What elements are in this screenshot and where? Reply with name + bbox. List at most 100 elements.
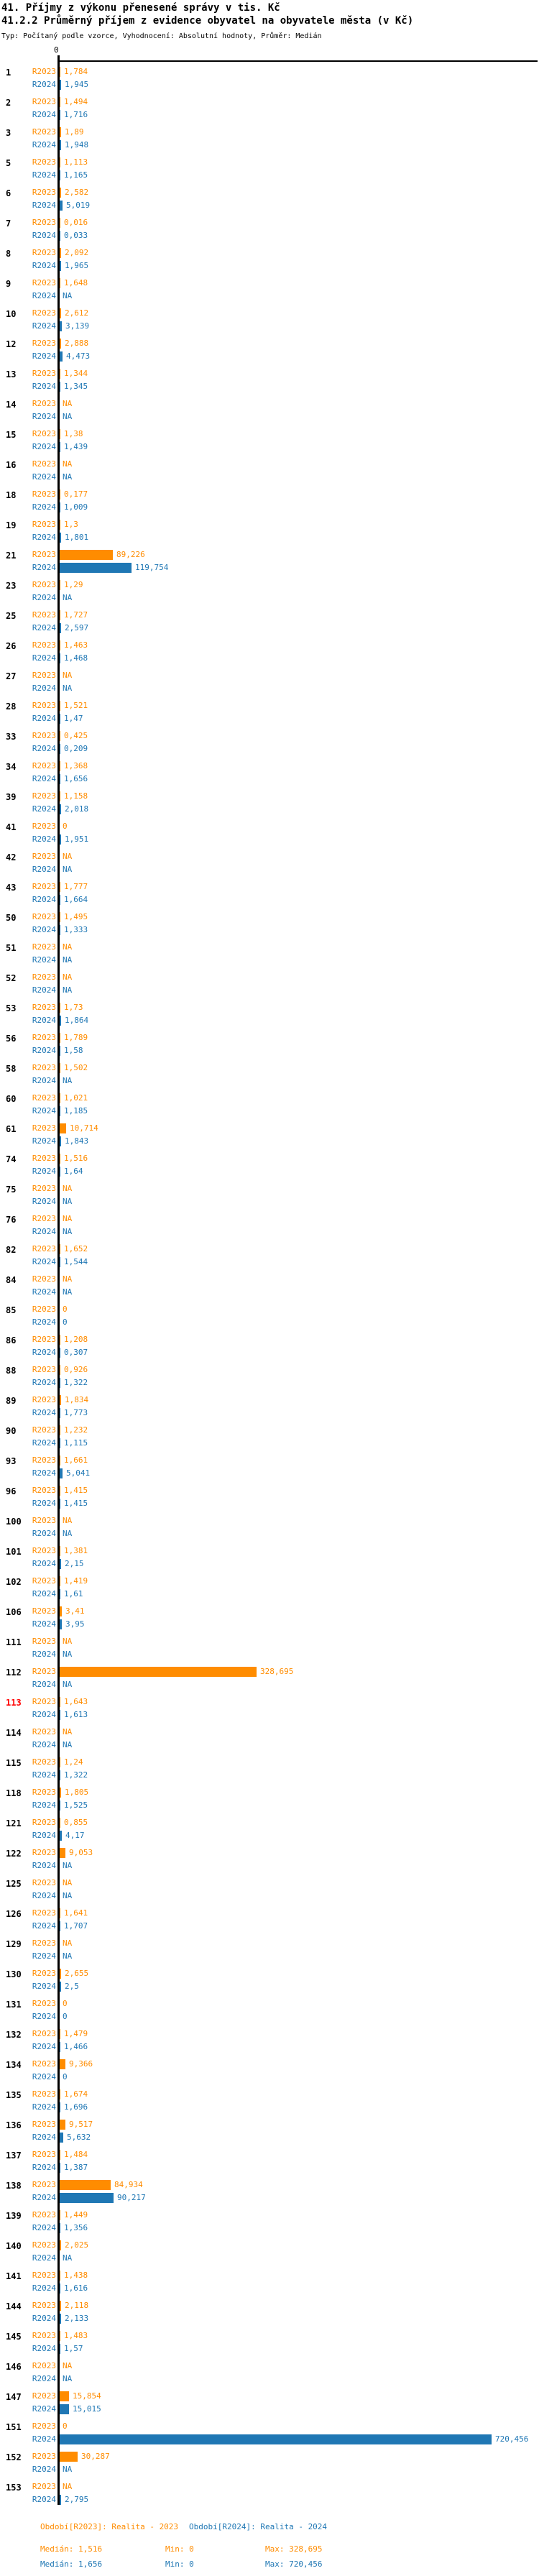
series-row-r2024: R2024 NA — [0, 955, 539, 965]
series-row-r2024: R2024 NA — [0, 1287, 539, 1297]
series-label-r2024: R2024 — [32, 1891, 56, 1900]
bar-r2024 — [60, 1619, 62, 1629]
series-label-r2023: R2023 — [32, 1305, 56, 1314]
series-label-r2023: R2023 — [32, 1818, 56, 1827]
value-label-r2023: 30,287 — [81, 2452, 110, 2461]
row-id-label: 33 — [6, 732, 17, 742]
bar-r2024 — [60, 1136, 61, 1146]
chart-row: 14 R2023 NA R2024 NA — [0, 399, 539, 422]
value-label-r2024: 1,544 — [64, 1257, 88, 1266]
series-label-r2024: R2024 — [32, 321, 56, 331]
series-label-r2024: R2024 — [32, 2223, 56, 2232]
value-label-r2024: 2,795 — [65, 2495, 89, 2504]
row-id-label: 13 — [6, 369, 17, 380]
value-label-r2023: 1,438 — [64, 2271, 88, 2280]
series-row-r2023: R2023 NA — [0, 2361, 539, 2371]
series-row-r2023: R2023 2,025 — [0, 2240, 539, 2250]
value-label-r2023: 2,582 — [65, 188, 89, 197]
series-label-r2024: R2024 — [32, 2495, 56, 2504]
series-label-r2023: R2023 — [32, 1365, 56, 1374]
row-id-label: 12 — [6, 339, 17, 349]
series-label-r2024: R2024 — [32, 170, 56, 180]
value-label-r2024: 1,843 — [65, 1136, 89, 1146]
row-id-label: 1 — [6, 68, 11, 78]
series-label-r2023: R2023 — [32, 2089, 56, 2099]
series-row-r2023: R2023 1,344 — [0, 369, 539, 379]
value-label-r2023: NA — [63, 1878, 73, 1887]
series-row-r2024: R2024 2,15 — [0, 1559, 539, 1569]
series-row-r2023: R2023 1,463 — [0, 640, 539, 650]
series-row-r2023: R2023 1,648 — [0, 278, 539, 288]
bar-r2023 — [60, 1395, 61, 1405]
value-label-r2024: 1,948 — [65, 140, 89, 150]
row-id-label: 138 — [6, 2181, 22, 2191]
series-label-r2023: R2023 — [32, 2180, 56, 2189]
bar-r2023 — [60, 1667, 257, 1677]
value-label-r2024: NA — [63, 985, 73, 995]
series-row-r2024: R2024 1,773 — [0, 1408, 539, 1418]
x-axis-top-line — [57, 60, 538, 62]
series-row-r2024: R2024 NA — [0, 1197, 539, 1207]
row-id-label: 153 — [6, 2483, 22, 2493]
series-label-r2024: R2024 — [32, 623, 56, 632]
value-label-r2024: 2,018 — [65, 804, 89, 814]
bar-r2024 — [60, 533, 61, 543]
series-label-r2023: R2023 — [32, 218, 56, 227]
series-label-r2023: R2023 — [32, 489, 56, 499]
value-label-r2024: 1,664 — [64, 895, 88, 904]
value-label-r2023: 1,516 — [64, 1154, 88, 1163]
chart-row: 144 R2023 2,118 R2024 2,133 — [0, 2301, 539, 2324]
value-label-r2023: 1,643 — [64, 1697, 88, 1706]
bar-r2023 — [60, 2452, 78, 2462]
row-id-label: 74 — [6, 1154, 17, 1164]
series-row-r2024: R2024 1,61 — [0, 1589, 539, 1599]
row-id-label: 82 — [6, 1245, 17, 1255]
value-label-r2023: 1,368 — [64, 761, 88, 770]
series-label-r2024: R2024 — [32, 985, 56, 995]
series-row-r2024: R2024 2,795 — [0, 2495, 539, 2505]
series-label-r2024: R2024 — [32, 2465, 56, 2474]
chart-row: 84 R2023 NA R2024 NA — [0, 1274, 539, 1297]
value-label-r2024: 2,133 — [65, 2314, 89, 2323]
chart-row: 151 R2023 0 R2024 720,456 — [0, 2421, 539, 2444]
value-label-r2023: 2,025 — [65, 2240, 89, 2250]
value-label-r2023: 1,449 — [64, 2210, 88, 2220]
series-row-r2023: R2023 9,366 — [0, 2059, 539, 2069]
chart-row: 106 R2023 3,41 R2024 3,95 — [0, 1606, 539, 1629]
value-label-r2023: NA — [63, 2361, 73, 2370]
series-row-r2024: R2024 1,58 — [0, 1046, 539, 1056]
series-row-r2023: R2023 1,381 — [0, 1546, 539, 1556]
series-label-r2023: R2023 — [32, 157, 56, 167]
bar-r2024 — [60, 351, 63, 362]
series-row-r2024: R2024 5,041 — [0, 1468, 539, 1478]
series-row-r2024: R2024 4,473 — [0, 351, 539, 362]
chart-row: 138 R2023 84,934 R2024 90,217 — [0, 2180, 539, 2203]
value-label-r2023: 1,381 — [64, 1546, 88, 1555]
series-label-r2023: R2023 — [32, 1969, 56, 1978]
series-label-r2023: R2023 — [32, 369, 56, 378]
series-row-r2023: R2023 0,926 — [0, 1365, 539, 1375]
series-label-r2024: R2024 — [32, 2042, 56, 2051]
value-label-r2023: 1,344 — [64, 369, 88, 378]
series-label-r2024: R2024 — [32, 140, 56, 150]
chart-row: 137 R2023 1,484 R2024 1,387 — [0, 2150, 539, 2173]
value-label-r2024: NA — [63, 1861, 73, 1870]
series-label-r2023: R2023 — [32, 459, 56, 469]
series-row-r2024: R2024 2,133 — [0, 2314, 539, 2324]
series-row-r2023: R2023 NA — [0, 1727, 539, 1737]
series-label-r2024: R2024 — [32, 442, 56, 451]
series-row-r2023: R2023 2,655 — [0, 1969, 539, 1979]
value-label-r2023: 1,521 — [64, 701, 88, 710]
row-id-label: 134 — [6, 2060, 22, 2070]
value-label-r2024: NA — [63, 472, 73, 482]
series-label-r2024: R2024 — [32, 653, 56, 663]
row-id-label: 112 — [6, 1668, 22, 1678]
series-label-r2024: R2024 — [32, 2314, 56, 2323]
value-label-r2024: 15,015 — [73, 2404, 101, 2414]
value-label-r2023: 1,641 — [64, 1908, 88, 1918]
value-label-r2024: NA — [63, 593, 73, 602]
chart-row: 102 R2023 1,419 R2024 1,61 — [0, 1576, 539, 1599]
series-label-r2024: R2024 — [32, 1650, 56, 1659]
value-label-r2024: NA — [63, 2374, 73, 2383]
chart-row: 58 R2023 1,502 R2024 NA — [0, 1063, 539, 1086]
